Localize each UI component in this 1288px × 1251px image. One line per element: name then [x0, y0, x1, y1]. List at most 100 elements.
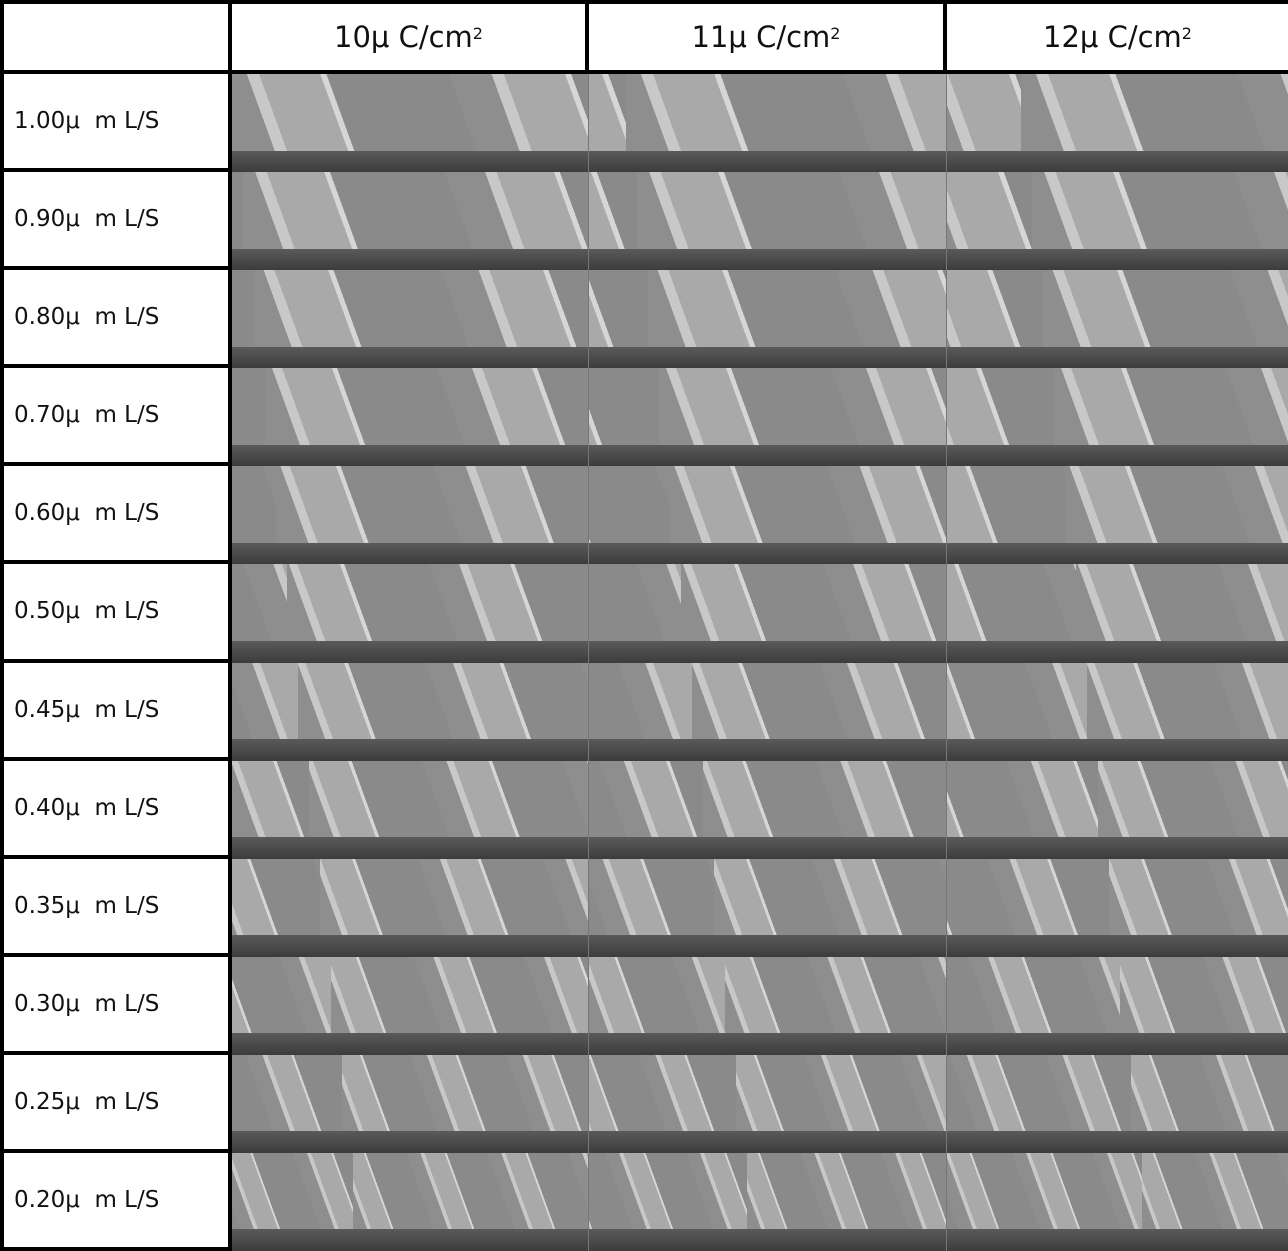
- ridge-pattern: [589, 564, 946, 641]
- ridge-pattern: [589, 74, 946, 151]
- sem-image: [589, 1153, 947, 1251]
- ridge-pattern: [232, 466, 588, 543]
- sem-image: [232, 957, 589, 1055]
- sem-image: [947, 466, 1288, 564]
- sem-image: [947, 564, 1288, 662]
- ridge-pattern: [232, 761, 588, 838]
- ridge-pattern: [589, 761, 946, 838]
- substrate: [589, 935, 946, 957]
- ridge-pattern: [232, 172, 588, 249]
- substrate: [589, 1033, 946, 1055]
- ridge-pattern: [589, 1153, 946, 1230]
- ridge-pattern: [232, 368, 588, 445]
- sem-image: [232, 466, 589, 564]
- sem-image: [947, 859, 1288, 957]
- ridge-pattern: [232, 564, 588, 641]
- substrate: [589, 249, 946, 271]
- substrate: [947, 739, 1288, 761]
- ridge-pattern: [589, 466, 946, 543]
- header-superscript: 2: [1182, 24, 1192, 43]
- substrate: [589, 543, 946, 565]
- ridge-pattern: [947, 466, 1288, 543]
- sem-image: [589, 270, 947, 368]
- substrate: [589, 151, 946, 173]
- substrate: [947, 837, 1288, 859]
- header-text: 10μ C/cm: [334, 20, 473, 54]
- substrate: [947, 1229, 1288, 1251]
- substrate: [947, 151, 1288, 173]
- row-label: 0.70μ m L/S: [4, 368, 232, 466]
- substrate: [947, 1033, 1288, 1055]
- substrate: [947, 249, 1288, 271]
- ridge-pattern: [947, 172, 1288, 249]
- ridge-pattern: [947, 74, 1288, 151]
- sem-table: 10μ C/cm211μ C/cm212μ C/cm21.00μ m L/S0.…: [0, 0, 1288, 1251]
- ridge-pattern: [947, 663, 1288, 740]
- substrate: [947, 445, 1288, 467]
- ridge-pattern: [232, 957, 588, 1034]
- row-label: 0.60μ m L/S: [4, 466, 232, 564]
- sem-image: [232, 564, 589, 662]
- sem-image: [232, 1153, 589, 1251]
- substrate: [947, 347, 1288, 369]
- substrate: [947, 1131, 1288, 1153]
- substrate: [232, 543, 588, 565]
- substrate: [589, 837, 946, 859]
- sem-image: [232, 663, 589, 761]
- substrate: [589, 1229, 946, 1251]
- sem-image: [947, 368, 1288, 466]
- sem-image: [232, 74, 589, 172]
- sem-image: [589, 74, 947, 172]
- sem-image: [947, 1153, 1288, 1251]
- sem-image: [947, 270, 1288, 368]
- row-label: 0.40μ m L/S: [4, 761, 232, 859]
- ridge-pattern: [947, 1055, 1288, 1132]
- sem-image: [947, 74, 1288, 172]
- row-label: 0.90μ m L/S: [4, 172, 232, 270]
- substrate: [589, 445, 946, 467]
- ridge-pattern: [947, 1153, 1288, 1230]
- substrate: [589, 739, 946, 761]
- header-text: 12μ C/cm: [1043, 20, 1182, 54]
- ridge-pattern: [232, 74, 588, 151]
- substrate: [232, 151, 588, 173]
- sem-image: [947, 761, 1288, 859]
- row-label: 0.25μ m L/S: [4, 1055, 232, 1153]
- sem-image: [589, 859, 947, 957]
- sem-image: [947, 172, 1288, 270]
- ridge-pattern: [947, 564, 1288, 641]
- sem-image: [947, 957, 1288, 1055]
- sem-image: [589, 172, 947, 270]
- ridge-pattern: [232, 859, 588, 936]
- substrate: [232, 641, 588, 663]
- sem-image: [589, 1055, 947, 1153]
- sem-image: [589, 564, 947, 662]
- ridge-pattern: [947, 957, 1288, 1034]
- ridge-pattern: [589, 663, 946, 740]
- substrate: [232, 445, 588, 467]
- substrate: [232, 347, 588, 369]
- header-text: 11μ C/cm: [692, 20, 831, 54]
- row-label: 1.00μ m L/S: [4, 74, 232, 172]
- sem-image: [232, 1055, 589, 1153]
- row-label: 0.30μ m L/S: [4, 957, 232, 1055]
- ridge-pattern: [589, 368, 946, 445]
- substrate: [589, 347, 946, 369]
- substrate: [232, 837, 588, 859]
- header-superscript: 2: [473, 24, 483, 43]
- ridge-pattern: [947, 761, 1288, 838]
- header-superscript: 2: [830, 24, 840, 43]
- sem-image: [589, 663, 947, 761]
- sem-image: [589, 466, 947, 564]
- substrate: [589, 641, 946, 663]
- row-label: 0.20μ m L/S: [4, 1153, 232, 1251]
- substrate: [232, 1131, 588, 1153]
- sem-image: [232, 859, 589, 957]
- ridge-pattern: [589, 1055, 946, 1132]
- substrate: [947, 641, 1288, 663]
- sem-image: [589, 368, 947, 466]
- sem-image: [589, 761, 947, 859]
- row-label: 0.35μ m L/S: [4, 859, 232, 957]
